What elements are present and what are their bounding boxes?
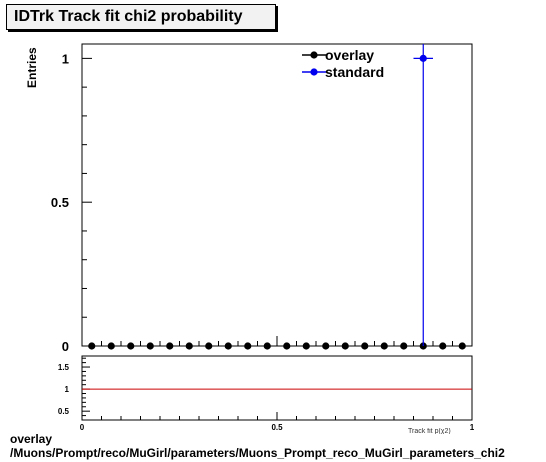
chart-title-box: IDTrk Track fit chi2 probability: [6, 4, 276, 30]
y-tick-label: 0: [62, 339, 69, 354]
overlay-point: [458, 342, 466, 350]
overlay-point: [400, 342, 408, 350]
ratio-x-tick-label: 0: [80, 423, 85, 432]
ratio-y-tick-label: 0.5: [58, 407, 70, 416]
overlay-point: [322, 342, 330, 350]
legend-label-overlay: overlay: [325, 47, 374, 63]
overlay-point: [283, 342, 291, 350]
footer-line-1: overlay: [10, 432, 53, 446]
ratio-y-tick-label: 1: [65, 385, 70, 394]
overlay-point: [166, 342, 174, 350]
overlay-point: [263, 342, 271, 350]
ratio-plot-frame: [81, 355, 473, 421]
ratio-x-tick-label: 0.5: [271, 423, 283, 432]
overlay-point: [146, 342, 154, 350]
y-tick-label: 1: [62, 51, 69, 66]
overlay-point: [361, 342, 369, 350]
overlay-point: [185, 342, 193, 350]
ratio-y-tick-label: 1.5: [58, 363, 70, 372]
main-y-axis: 00.51: [51, 51, 92, 354]
ratio-y-axis: 0.5 1 1.5: [58, 357, 90, 416]
ratio-x-tick-label: 1: [470, 423, 475, 432]
legend-label-standard: standard: [325, 64, 384, 80]
legend-marker-standard: [310, 68, 318, 76]
main-data-marks: [88, 44, 466, 350]
main-x-axis: [81, 336, 473, 346]
overlay-point: [88, 342, 96, 350]
ratio-x-axis: 0 0.5 1: [80, 412, 475, 432]
y-axis-label: Entries: [25, 47, 39, 88]
standard-point: [419, 54, 427, 62]
overlay-point: [341, 342, 349, 350]
x-axis-label: Track fit p(χ2): [408, 428, 451, 434]
overlay-point: [107, 342, 115, 350]
chart-title: IDTrk Track fit chi2 probability: [14, 8, 243, 25]
main-plot-frame: [81, 43, 473, 347]
overlay-point: [224, 342, 232, 350]
legend-marker-overlay: [310, 51, 318, 59]
overlay-point: [127, 342, 135, 350]
overlay-point: [205, 342, 213, 350]
footer-line-2: /Muons/Prompt/reco/MuGirl/parameters/Muo…: [10, 446, 505, 460]
overlay-point: [302, 342, 310, 350]
y-tick-label: 0.5: [51, 195, 69, 210]
overlay-point: [380, 342, 388, 350]
overlay-point: [244, 342, 252, 350]
overlay-point: [439, 342, 447, 350]
